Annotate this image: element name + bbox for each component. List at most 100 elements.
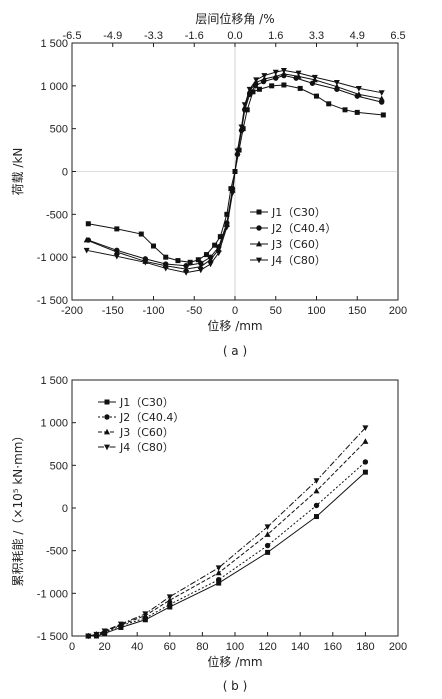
y-tick-label: 500 — [50, 460, 68, 472]
x2-tick-label: -1.6 — [185, 30, 204, 42]
data-point — [378, 95, 385, 102]
data-point — [183, 263, 189, 269]
series-1 — [85, 82, 386, 265]
data-point — [215, 565, 222, 571]
series-2 — [85, 459, 369, 639]
x-axis-title: 位移 /mm — [207, 318, 262, 333]
legend-label: J4（C80） — [119, 441, 174, 454]
series-line — [88, 441, 366, 637]
data-point — [253, 77, 260, 84]
data-point — [224, 211, 230, 217]
data-point — [183, 270, 190, 276]
data-point — [215, 250, 222, 257]
data-point — [198, 260, 204, 266]
data-point — [215, 246, 222, 252]
data-point — [313, 502, 320, 509]
data-point — [272, 69, 279, 76]
data-point — [83, 247, 90, 254]
data-point — [216, 580, 222, 586]
data-point — [272, 73, 279, 79]
x-tick-label: 80 — [196, 641, 208, 653]
data-point — [85, 221, 91, 227]
data-point — [354, 109, 360, 115]
data-point — [195, 257, 201, 263]
data-point — [378, 90, 385, 96]
y-tick-label: 1 000 — [40, 81, 68, 93]
data-point — [93, 631, 100, 638]
data-point — [280, 68, 287, 74]
data-point — [142, 611, 149, 618]
x-tick-label: 200 — [389, 305, 407, 317]
x-tick-label: 0 — [232, 305, 238, 317]
x-tick-label: -150 — [102, 305, 124, 317]
data-point — [175, 258, 181, 264]
y-tick-label: -1 000 — [37, 252, 68, 264]
series-line — [88, 427, 366, 637]
x2-tick-label: 0.0 — [227, 30, 242, 42]
panel-label: ( b ) — [223, 679, 248, 693]
data-point — [138, 231, 144, 237]
data-point — [250, 89, 256, 95]
y-tick-label: 0 — [62, 167, 68, 179]
legend-marker — [256, 209, 262, 215]
legend-marker — [104, 399, 110, 405]
x2-tick-label: 3.3 — [309, 30, 324, 42]
y-tick-label: 1 500 — [40, 375, 68, 387]
x-tick-label: 140 — [291, 641, 309, 653]
y-tick-label: -1 500 — [37, 295, 68, 307]
y-axis-title: 累积耗能 /（×10⁵ kN·mm） — [11, 430, 25, 587]
legend: J1（C30） J2（C40.4） J3（C60） J4（C80） — [250, 206, 336, 267]
data-point — [265, 549, 271, 555]
y-tick-label: 0 — [62, 503, 68, 515]
legend-marker — [256, 257, 262, 264]
data-point — [183, 265, 190, 272]
data-point — [333, 80, 340, 86]
data-point — [380, 112, 386, 118]
data-point — [85, 633, 92, 640]
legend-label: J2（C40.4） — [271, 222, 336, 235]
data-point — [342, 107, 348, 113]
series-3 — [85, 438, 369, 639]
series-line — [88, 461, 366, 637]
data-point — [311, 74, 318, 81]
data-point — [162, 265, 169, 272]
series-4 — [83, 68, 385, 276]
legend-label: J4（C80） — [271, 254, 326, 267]
x-tick-label: -200 — [61, 305, 83, 317]
legend-marker — [256, 225, 262, 231]
data-point — [362, 438, 369, 444]
x-tick-label: 160 — [324, 641, 342, 653]
data-point — [142, 259, 149, 266]
y-tick-label: -500 — [46, 209, 68, 221]
data-point — [216, 576, 222, 583]
legend-label: J2（C40.4） — [119, 411, 184, 424]
series-4 — [85, 425, 369, 640]
y-tick-label: -1 000 — [37, 588, 68, 600]
data-point — [362, 425, 369, 431]
data-point — [264, 524, 271, 530]
panel-a: -200 -150 -100 -50 0 50 100 150 200-1 500-1 000-… — [11, 11, 407, 358]
x2-tick-label: 6.5 — [390, 30, 405, 42]
legend-label: J1（C30） — [119, 396, 174, 409]
legend: J1（C30） J2（C40.4） J3（C60） J4（C80） — [98, 396, 184, 454]
y-tick-label: 1 000 — [40, 418, 68, 430]
x2-tick-label: -3.3 — [144, 30, 163, 42]
y-tick-label: 500 — [50, 124, 68, 136]
x-tick-label: 150 — [348, 305, 366, 317]
data-point — [215, 569, 222, 576]
data-point — [167, 601, 173, 608]
x-tick-label: 120 — [258, 641, 276, 653]
x2-tick-label: -6.5 — [63, 30, 82, 42]
panel-b: 0 20 40 60 80 100 120 140 160 180 200 -1 500 -1 000 -… — [11, 375, 407, 693]
data-point — [197, 263, 204, 269]
data-point — [212, 242, 218, 248]
x-tick-label: -50 — [186, 305, 202, 317]
data-point — [246, 86, 253, 93]
x-tick-label: 0 — [69, 641, 75, 653]
y-tick-label: 1 500 — [40, 38, 68, 50]
data-point — [114, 226, 120, 232]
data-point — [166, 594, 173, 600]
legend-marker — [104, 428, 110, 435]
x-axis-title: 位移 /mm — [207, 654, 262, 669]
